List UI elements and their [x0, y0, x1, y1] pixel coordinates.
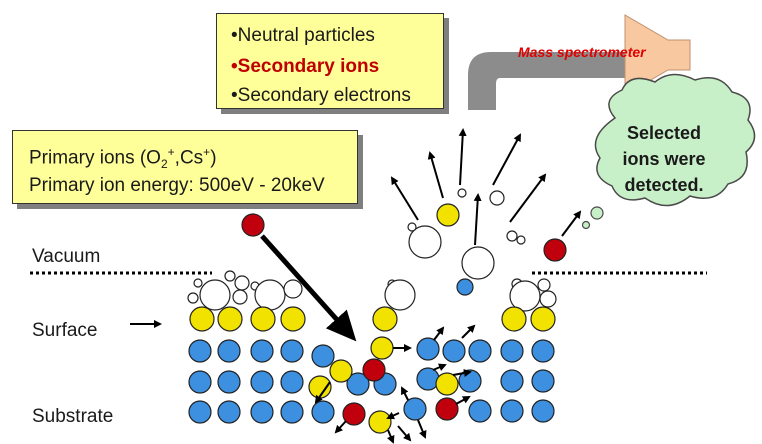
- emission-arrows: [390, 128, 582, 246]
- primary-ion-energy-label: Primary ion energy: 500eV - 20keV: [29, 175, 325, 196]
- secondary-electrons-label: •Secondary electrons: [231, 85, 411, 106]
- collision-cascade-arrows: [314, 324, 476, 444]
- surface-layer-atoms: [189, 306, 556, 332]
- emitted-species-box: •Neutral particles •Secondary ions •Seco…: [216, 13, 444, 109]
- sputtered-particles: [407, 188, 567, 296]
- mass-spectrometer-label: Mass spectrometer: [518, 44, 646, 60]
- adsorbed-atoms-right: [384, 278, 557, 312]
- secondary-ions-label: •Secondary ions: [231, 56, 380, 77]
- transfer-pipe: [468, 52, 628, 110]
- primary-ion-trajectory: [260, 234, 357, 342]
- detection-line-2: ions were: [622, 149, 706, 169]
- detection-line-1: Selected: [626, 123, 702, 143]
- adsorbed-atoms-left: [187, 270, 303, 311]
- surface-label: Surface: [32, 320, 98, 341]
- substrate-label: Substrate: [32, 406, 114, 427]
- displaced-surface-atoms: [308, 336, 459, 434]
- detection-line-3: detected.: [624, 175, 704, 195]
- implanted-red-ions: [342, 358, 459, 426]
- neutral-particles-label: •Neutral particles: [231, 25, 375, 46]
- primary-ions-label: Primary ions (O2+,Cs+): [29, 145, 217, 172]
- detection-cloud: [581, 73, 756, 230]
- primary-ion-box: Primary ions (O2+,Cs+) Primary ion energ…: [12, 130, 358, 204]
- substrate-atoms: [188, 337, 555, 424]
- detection-message: Selected ions were detected.: [604, 120, 724, 198]
- primary-ion: [241, 213, 265, 237]
- vacuum-label: Vacuum: [32, 246, 101, 267]
